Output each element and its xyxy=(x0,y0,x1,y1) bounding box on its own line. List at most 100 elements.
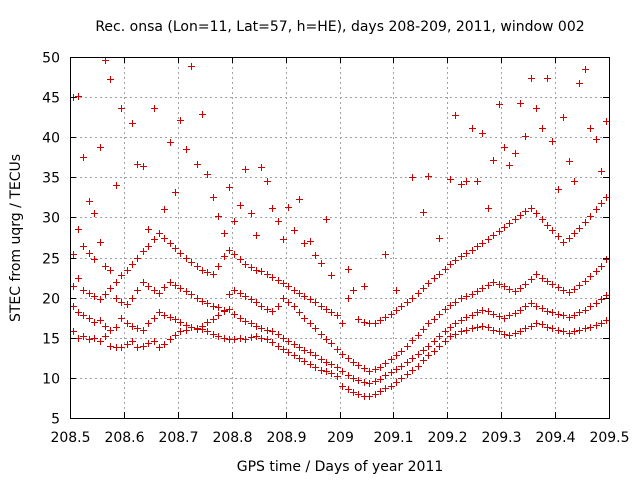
data-point xyxy=(528,276,535,283)
data-point xyxy=(549,309,556,316)
data-point xyxy=(447,324,454,331)
data-point xyxy=(474,288,481,295)
data-point xyxy=(506,286,513,293)
data-point xyxy=(593,300,600,307)
data-point xyxy=(463,250,470,257)
data-point xyxy=(415,363,422,370)
data-point xyxy=(549,325,556,332)
data-point xyxy=(264,178,271,185)
data-point xyxy=(496,313,503,320)
data-point xyxy=(107,327,114,334)
data-point xyxy=(248,334,255,341)
data-point xyxy=(231,336,238,343)
data-point xyxy=(436,271,443,278)
data-point xyxy=(393,307,400,314)
x-tick-label: 208.7 xyxy=(158,430,198,446)
data-point xyxy=(215,263,222,270)
data-point xyxy=(431,348,438,355)
data-point xyxy=(253,232,260,239)
data-point xyxy=(409,355,416,362)
data-point xyxy=(555,186,562,193)
x-axis-label: GPS time / Days of year 2011 xyxy=(237,459,444,475)
data-point xyxy=(409,174,416,181)
data-point xyxy=(86,250,93,257)
data-point xyxy=(307,361,314,368)
data-point xyxy=(264,327,271,334)
data-point xyxy=(296,355,303,362)
data-point xyxy=(576,309,583,316)
data-point xyxy=(275,277,282,284)
data-point xyxy=(285,283,292,290)
data-point xyxy=(388,311,395,318)
data-point xyxy=(474,324,481,331)
data-point xyxy=(388,369,395,376)
data-point xyxy=(528,205,535,212)
data-point xyxy=(598,168,605,175)
data-point xyxy=(517,328,524,335)
data-point xyxy=(107,76,114,83)
data-point xyxy=(566,235,573,242)
data-point xyxy=(496,281,503,288)
data-point xyxy=(436,235,443,242)
data-point xyxy=(188,324,195,331)
y-tick-label: 50 xyxy=(42,51,60,67)
data-point xyxy=(355,391,362,398)
data-point xyxy=(118,272,125,279)
data-point xyxy=(107,343,114,350)
data-point xyxy=(134,161,141,168)
data-point xyxy=(97,239,104,246)
data-point xyxy=(425,343,432,350)
data-point xyxy=(91,293,98,300)
data-point xyxy=(226,247,233,254)
data-point xyxy=(539,305,546,312)
data-point xyxy=(447,176,454,183)
data-point xyxy=(194,295,201,302)
data-point xyxy=(571,178,578,185)
data-point xyxy=(328,340,335,347)
data-point xyxy=(582,219,589,226)
data-point xyxy=(312,299,319,306)
data-point xyxy=(382,251,389,258)
data-point xyxy=(307,320,314,327)
data-point xyxy=(512,150,519,157)
data-point xyxy=(512,288,519,295)
data-point xyxy=(393,352,400,359)
data-point xyxy=(485,205,492,212)
data-point xyxy=(253,323,260,330)
data-point xyxy=(102,333,109,340)
data-point xyxy=(420,326,427,333)
data-point xyxy=(151,287,158,294)
data-point xyxy=(398,348,405,355)
data-point xyxy=(275,331,282,338)
data-point xyxy=(188,291,195,298)
data-point xyxy=(560,114,567,121)
data-point xyxy=(97,317,104,324)
data-point xyxy=(549,138,556,145)
data-point xyxy=(269,205,276,212)
data-point xyxy=(237,202,244,209)
data-point xyxy=(560,287,567,294)
data-point xyxy=(318,303,325,310)
data-point xyxy=(86,315,93,322)
data-point xyxy=(291,227,298,234)
data-point xyxy=(140,248,147,255)
data-point xyxy=(582,66,589,73)
data-point xyxy=(334,364,341,371)
data-point xyxy=(183,288,190,295)
data-point xyxy=(280,295,287,302)
data-point xyxy=(323,359,330,366)
data-point xyxy=(388,383,395,390)
data-point xyxy=(560,328,567,335)
data-point xyxy=(129,261,136,268)
data-point xyxy=(447,302,454,309)
data-point xyxy=(522,133,529,140)
data-point xyxy=(86,336,93,343)
data-point xyxy=(555,284,562,291)
data-point xyxy=(533,303,540,310)
data-point xyxy=(156,290,163,297)
x-tick-label: 208.6 xyxy=(104,430,144,446)
data-point xyxy=(415,332,422,339)
data-point xyxy=(80,154,87,161)
data-point xyxy=(237,315,244,322)
data-point xyxy=(593,206,600,213)
